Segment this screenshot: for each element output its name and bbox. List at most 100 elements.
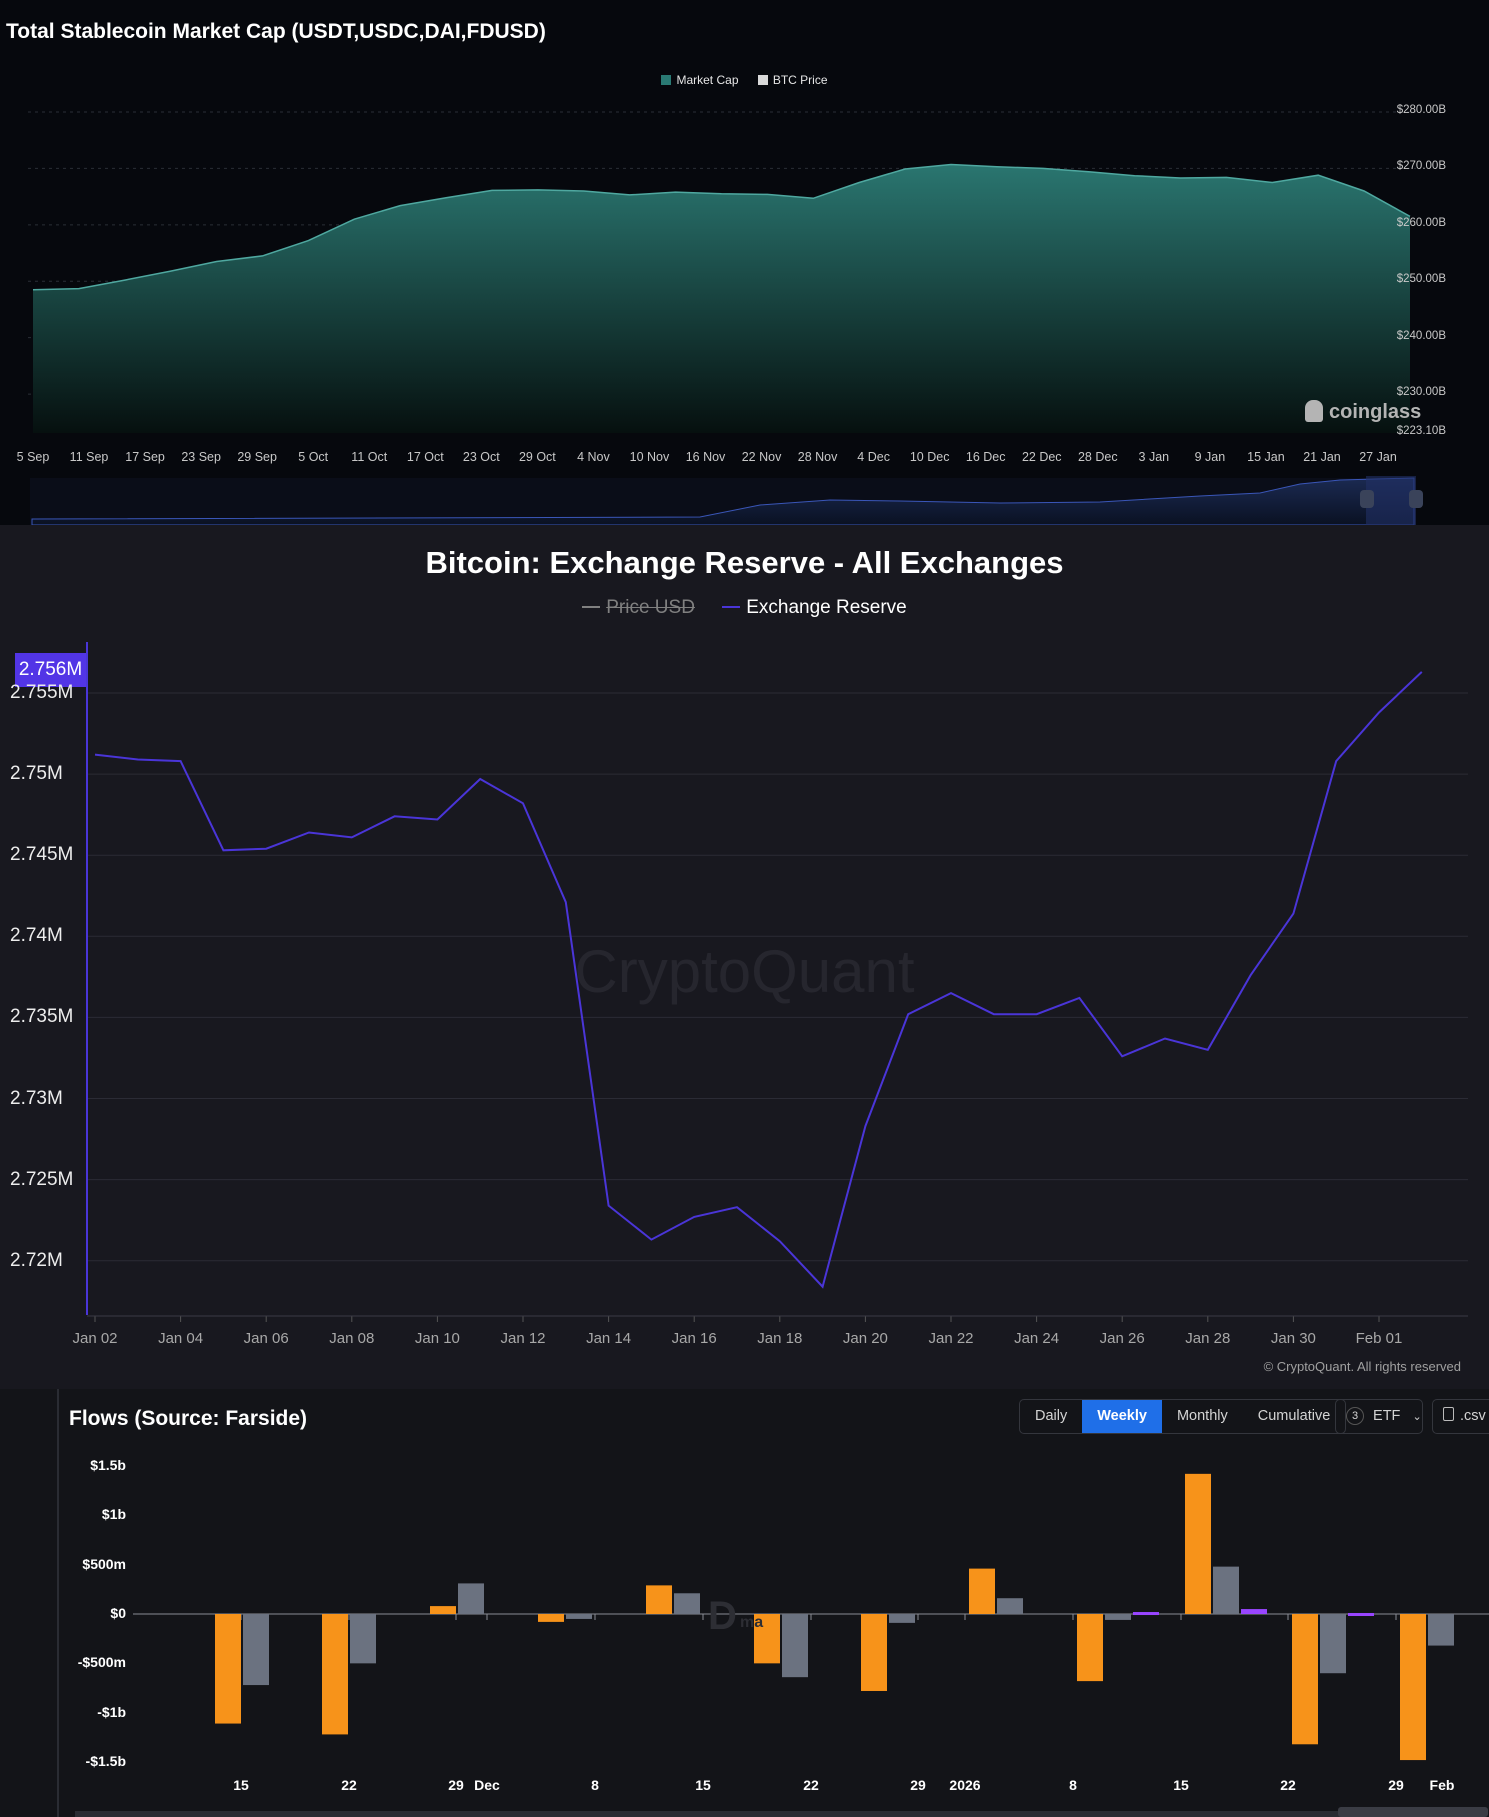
market-cap-line [32, 163, 1411, 291]
range-navigator[interactable] [30, 476, 1423, 525]
x-tick-label: 22 [1280, 1777, 1296, 1793]
copyright-footer: © CryptoQuant. All rights reserved [1263, 1359, 1461, 1374]
y-tick-label: 2.74M [10, 925, 63, 947]
bar-eth[interactable] [243, 1614, 269, 1686]
range-handle-left[interactable] [1360, 490, 1374, 508]
y-tick-label: $500m [82, 1555, 126, 1572]
bar-eth[interactable] [1213, 1566, 1239, 1614]
x-tick-label: 29 Sep [237, 450, 277, 464]
x-tick-label: Jan 04 [158, 1330, 204, 1347]
y-tick-label: $260.00B [1396, 216, 1446, 229]
bar-btc[interactable] [1292, 1614, 1318, 1745]
coinglass-watermark: coinglass [1305, 400, 1421, 424]
x-tick-label: Dec [474, 1777, 500, 1793]
bar-btc[interactable] [322, 1614, 348, 1735]
bar-eth[interactable] [1320, 1614, 1346, 1674]
bar-btc[interactable] [1400, 1614, 1426, 1761]
etf-select[interactable]: 3 ETF ⌄ [1335, 1399, 1423, 1434]
range-handle-right[interactable] [1409, 490, 1423, 508]
bar-btc[interactable] [215, 1614, 241, 1724]
etf-count-badge: 3 [1346, 1407, 1364, 1425]
x-tick-label: Jan 02 [72, 1330, 118, 1347]
x-tick-label: 16 Dec [965, 450, 1006, 464]
x-tick-label: 9 Jan [1194, 450, 1226, 464]
x-tick-label: 15 [695, 1777, 711, 1793]
x-tick-label: 22 [803, 1777, 819, 1793]
x-tick-label: 28 Nov [797, 450, 838, 464]
bar-sol[interactable] [1241, 1609, 1267, 1614]
x-tick-label: 23 Oct [462, 450, 500, 464]
x-tick-label: 11 Sep [69, 450, 109, 464]
x-tick-label: 27 Jan [1359, 450, 1397, 464]
file-icon [1443, 1407, 1454, 1421]
y-tick-label: $1.5b [90, 1456, 126, 1473]
etf-flows-chart-canvas: D ma [75, 1473, 1489, 1817]
range-scrollbar[interactable] [75, 1811, 1475, 1817]
x-tick-label: 29 [1388, 1777, 1404, 1793]
y-tick-label: $0 [110, 1605, 126, 1621]
tab-daily[interactable]: Daily [1035, 1408, 1068, 1424]
bar-eth[interactable] [566, 1614, 592, 1619]
bar-eth[interactable] [782, 1614, 808, 1678]
x-tick-label: 4 Dec [857, 450, 890, 464]
y-tick-label: 2.745M [10, 844, 74, 866]
x-tick-label: 22 [341, 1777, 357, 1793]
bar-btc[interactable] [969, 1568, 995, 1614]
x-tick-label: Feb 01 [1355, 1330, 1403, 1347]
y-tick-label: $270.00B [1396, 160, 1446, 173]
tab-weekly[interactable]: Weekly [1082, 1400, 1162, 1433]
legend: Price USD Exchange Reserve [0, 597, 1489, 619]
chart-title: Flows (Source: Farside) [69, 1407, 308, 1430]
market-cap-chart-canvas [28, 111, 1423, 525]
bar-btc[interactable] [538, 1614, 564, 1622]
bar-eth[interactable] [350, 1614, 376, 1664]
x-tick-label: Jan 06 [243, 1330, 289, 1347]
stablecoin-market-cap-panel: Total Stablecoin Market Cap (USDT,USDC,D… [0, 0, 1489, 525]
x-tick-label: 4 Nov [577, 450, 610, 464]
chart-title: Bitcoin: Exchange Reserve - All Exchange… [425, 545, 1064, 580]
legend-item-price-usd[interactable]: Price USD [582, 597, 695, 618]
bar-sol[interactable] [1133, 1612, 1159, 1616]
current-value-tag: 2.756M [15, 653, 86, 687]
x-tick-label: 8 [591, 1777, 599, 1793]
tab-cumulative[interactable]: Cumulative [1257, 1408, 1331, 1424]
bar-eth[interactable] [997, 1598, 1023, 1614]
y-tick-label: 2.72M [10, 1249, 63, 1271]
x-tick-label: 2026 [949, 1777, 981, 1793]
bar-btc[interactable] [861, 1614, 887, 1691]
y-tick-label: 2.725M [10, 1168, 74, 1190]
range-scrollbar-thumb[interactable] [1338, 1807, 1488, 1817]
chevron-down-icon: ⌄ [1412, 1411, 1422, 1423]
x-tick-label: 3 Jan [1138, 450, 1170, 464]
x-tick-label: Jan 20 [842, 1330, 888, 1347]
x-tick-label: 5 Sep [16, 450, 50, 464]
bar-eth[interactable] [1428, 1614, 1454, 1646]
legend-item-btc-price[interactable]: BTC Price [757, 73, 828, 87]
exchange-reserve-line [94, 671, 1423, 1289]
bar-eth[interactable] [674, 1593, 700, 1614]
x-tick-label: 17 Oct [406, 450, 444, 464]
range-selection[interactable] [1366, 476, 1416, 525]
bar-eth[interactable] [1105, 1614, 1131, 1620]
y-tick-label: $230.00B [1396, 386, 1446, 399]
x-tick-label: 10 Dec [909, 450, 950, 464]
bar-btc[interactable] [1185, 1473, 1211, 1614]
x-tick-label: 29 [448, 1777, 464, 1793]
bar-eth[interactable] [458, 1583, 484, 1614]
bar-eth[interactable] [889, 1614, 915, 1623]
tab-monthly[interactable]: Monthly [1176, 1408, 1228, 1424]
y-tick-label: $223.10B [1396, 425, 1446, 437]
y-tick-label: 2.73M [10, 1087, 63, 1109]
x-tick-label: 16 Nov [685, 450, 726, 464]
x-tick-label: 11 Oct [351, 450, 388, 464]
legend-item-market-cap[interactable]: Market Cap [661, 73, 739, 87]
csv-download-button[interactable]: .csv [1432, 1399, 1489, 1434]
legend-item-exchange-reserve[interactable]: Exchange Reserve [722, 597, 907, 618]
bar-btc[interactable] [430, 1606, 456, 1614]
bar-btc[interactable] [646, 1585, 672, 1614]
bar-btc[interactable] [1077, 1614, 1103, 1682]
bar-btc[interactable] [754, 1614, 780, 1664]
x-tick-label: 29 [910, 1777, 926, 1793]
bar-sol[interactable] [1348, 1613, 1374, 1617]
x-tick-label: 22 Dec [1021, 450, 1062, 464]
